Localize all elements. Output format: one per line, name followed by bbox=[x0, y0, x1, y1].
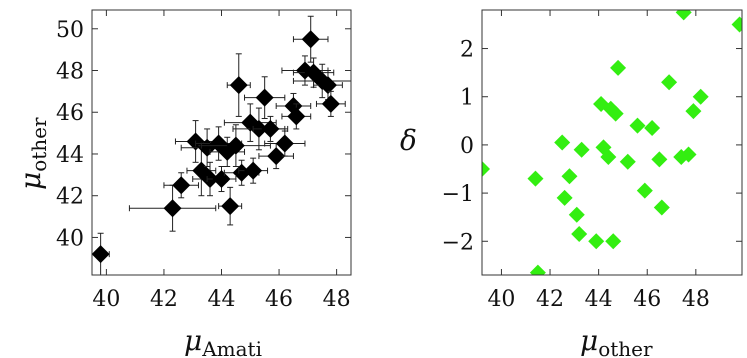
left-data-point bbox=[229, 76, 248, 95]
right-data-point bbox=[588, 233, 605, 250]
right-y-tick-label: 1 bbox=[460, 86, 474, 111]
left-data-point bbox=[172, 176, 191, 195]
left-data-point bbox=[221, 197, 240, 216]
right-data-point bbox=[629, 117, 646, 134]
right-x-axis-label: μother bbox=[580, 324, 653, 358]
right-data-point bbox=[527, 170, 544, 187]
right-data-point bbox=[675, 10, 692, 21]
left-data-point bbox=[163, 199, 182, 218]
right-data-point bbox=[482, 161, 490, 177]
left-x-tick-label: 40 bbox=[92, 287, 120, 312]
left-data-layer bbox=[92, 15, 351, 275]
right-y-tick-label: 2 bbox=[460, 38, 474, 63]
left-data-point bbox=[318, 76, 337, 95]
right-data-point bbox=[692, 88, 709, 105]
right-x-tick-label: 44 bbox=[585, 287, 613, 312]
right-data-point bbox=[653, 199, 670, 216]
left-y-tick-label: 50 bbox=[56, 18, 84, 43]
left-data-point bbox=[241, 113, 260, 132]
right-data-point bbox=[556, 189, 573, 206]
right-data-point bbox=[561, 168, 578, 185]
right-data-point bbox=[610, 59, 627, 76]
left-x-axis-label: μAmati bbox=[184, 324, 262, 358]
left-y-tick-label: 44 bbox=[56, 143, 84, 168]
right-data-point bbox=[571, 226, 588, 243]
right-x-tick-label: 48 bbox=[682, 287, 710, 312]
left-data-point bbox=[275, 134, 294, 153]
right-data-point bbox=[600, 148, 617, 165]
right-data-point bbox=[636, 182, 653, 199]
left-data-point bbox=[255, 88, 274, 107]
right-data-point bbox=[573, 141, 590, 158]
left-data-point bbox=[226, 136, 245, 155]
right-data-point bbox=[644, 120, 661, 137]
left-data-point bbox=[301, 30, 320, 49]
right-data-layer bbox=[482, 10, 742, 275]
right-y-tick-label: −2 bbox=[442, 230, 474, 255]
right-data-point bbox=[568, 206, 585, 223]
left-data-point bbox=[232, 163, 251, 182]
right-plot-frame bbox=[481, 9, 743, 276]
left-y-axis-label: μother bbox=[14, 117, 51, 190]
right-data-point bbox=[731, 16, 742, 33]
right-data-point bbox=[607, 105, 624, 122]
left-data-point bbox=[92, 245, 110, 264]
right-data-point bbox=[529, 264, 546, 275]
right-data-point bbox=[680, 146, 697, 163]
right-data-point bbox=[619, 153, 636, 170]
right-x-tick-label: 42 bbox=[536, 287, 564, 312]
right-y-tick-label: 0 bbox=[460, 134, 474, 159]
left-x-tick-label: 42 bbox=[150, 287, 178, 312]
right-data-point bbox=[685, 103, 702, 120]
left-data-point bbox=[261, 119, 280, 138]
left-x-tick-label: 46 bbox=[265, 287, 293, 312]
right-data-point bbox=[661, 74, 678, 91]
right-scatter-panel: 40 42 44 46 48 −2 −1 0 1 2 μother δ bbox=[400, 9, 743, 358]
right-y-axis-label: δ bbox=[400, 124, 417, 157]
left-y-tick-label: 42 bbox=[56, 185, 84, 210]
right-x-tick-label: 46 bbox=[633, 287, 661, 312]
left-x-tick-label: 48 bbox=[323, 287, 351, 312]
left-ticks: 40 42 44 46 48 40 42 44 46 48 50 bbox=[56, 10, 351, 312]
right-x-tick-label: 40 bbox=[487, 287, 515, 312]
left-data-point bbox=[321, 94, 340, 113]
left-data-point bbox=[244, 161, 263, 180]
right-ticks: 40 42 44 46 48 −2 −1 0 1 2 bbox=[442, 10, 742, 312]
right-data-point bbox=[605, 233, 622, 250]
left-y-tick-label: 46 bbox=[56, 101, 84, 126]
left-data-point bbox=[212, 170, 231, 189]
left-scatter-panel: 40 42 44 46 48 40 42 44 46 48 50 μAmati μother bbox=[14, 9, 352, 358]
left-y-tick-label: 40 bbox=[56, 226, 84, 251]
right-data-point bbox=[554, 134, 571, 151]
left-data-point bbox=[287, 107, 306, 126]
left-data-point bbox=[267, 147, 286, 166]
left-x-tick-label: 44 bbox=[208, 287, 236, 312]
right-y-tick-label: −1 bbox=[442, 182, 474, 207]
left-y-tick-label: 48 bbox=[56, 60, 84, 85]
right-data-point bbox=[651, 151, 668, 168]
